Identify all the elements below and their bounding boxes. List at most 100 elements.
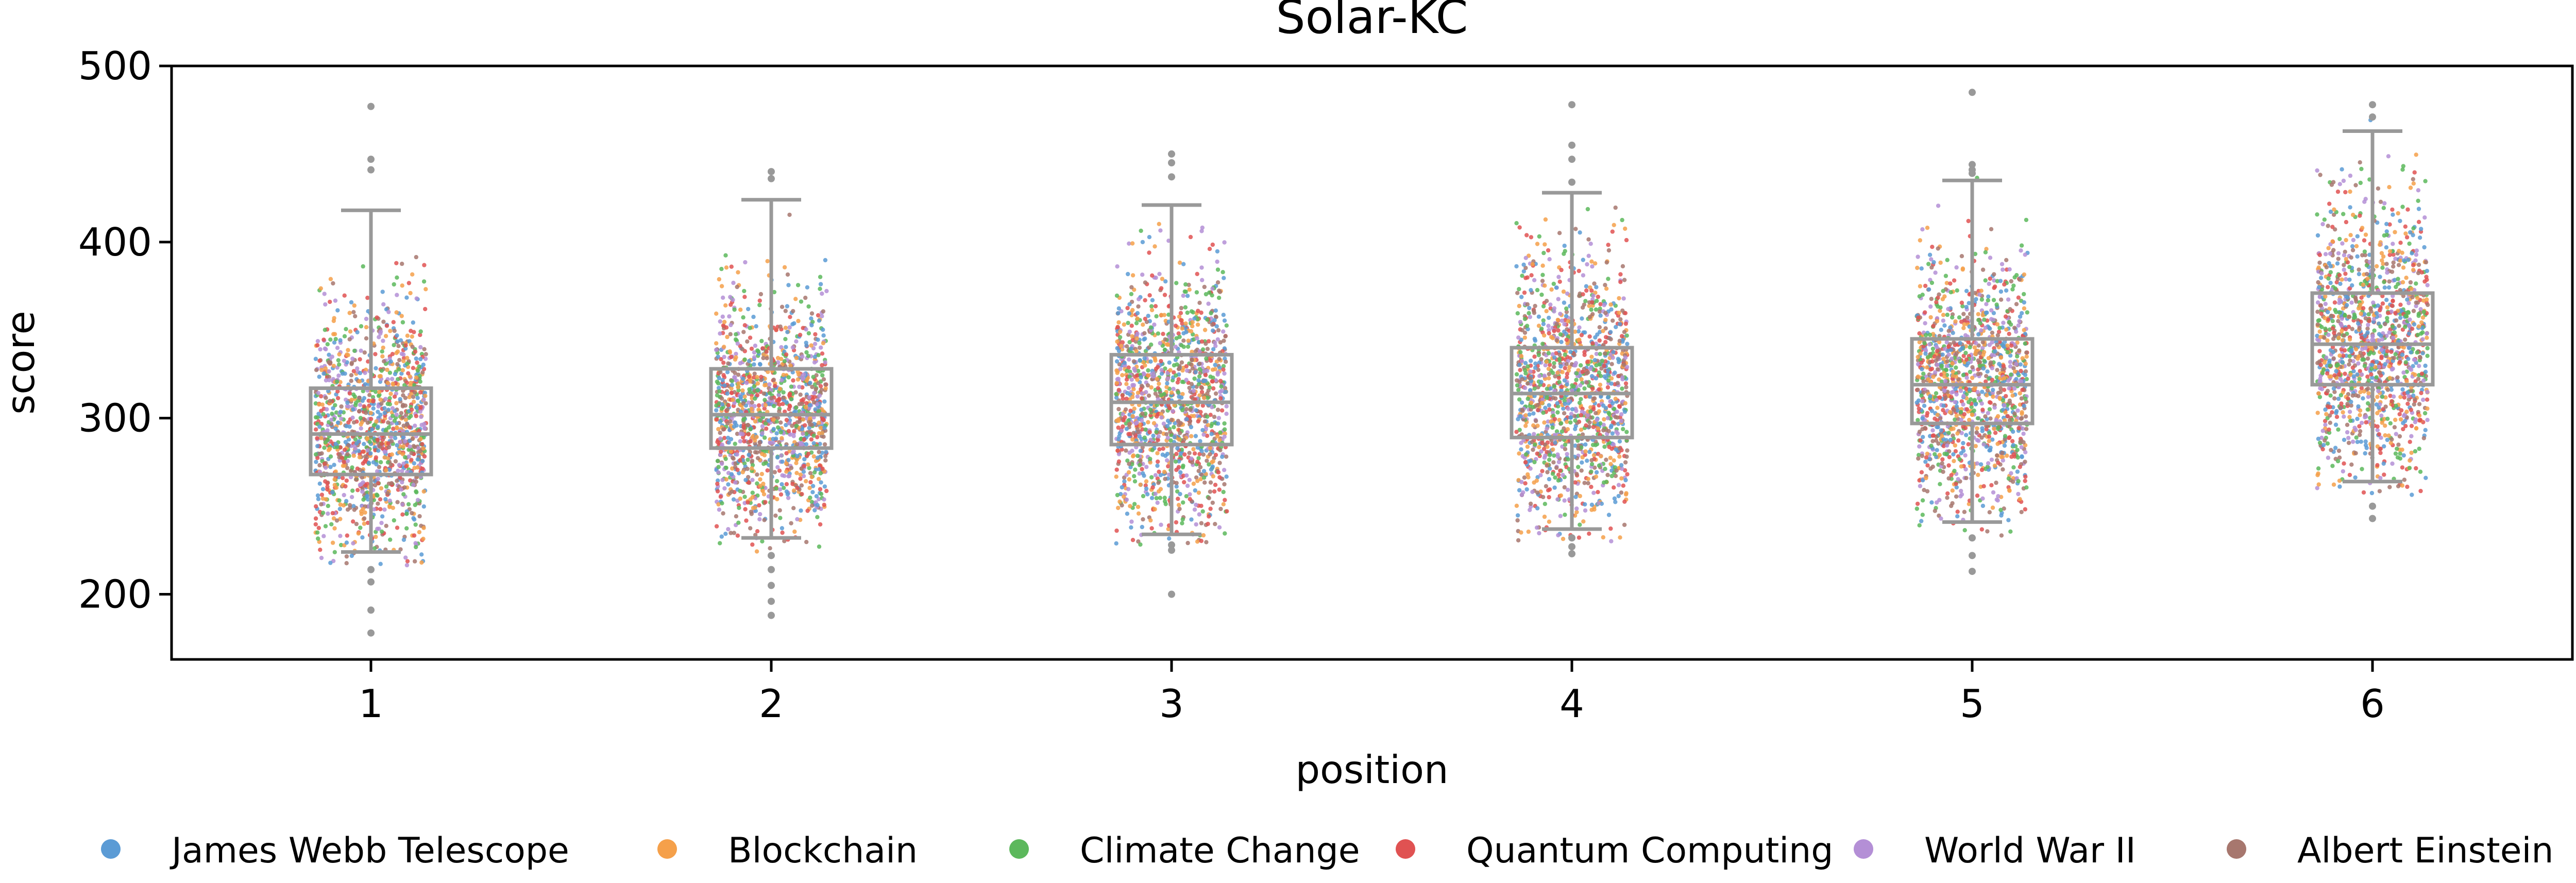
jitter-point [395,275,399,280]
jitter-point [1207,290,1212,295]
jitter-point [821,327,825,332]
jitter-point [1213,391,1218,396]
jitter-point [821,434,826,439]
jitter-point [809,474,814,480]
jitter-point [362,441,366,446]
jitter-point [332,526,337,531]
jitter-point [313,516,318,521]
jitter-point [714,341,719,346]
jitter-point [1194,290,1199,295]
jitter-point [778,492,784,497]
jitter-point [1114,467,1119,472]
jitter-point [1183,282,1188,287]
jitter-point [320,487,326,491]
jitter-point [792,429,796,433]
jitter-point [755,388,760,393]
jitter-point [401,537,406,542]
jitter-point [802,464,806,468]
jitter-point [383,397,388,401]
jitter-point [345,507,350,512]
jitter-point [1183,305,1188,310]
jitter-point [1224,454,1229,459]
jitter-point [1546,366,1551,371]
jitter-point [317,375,321,379]
jitter-point [1604,260,1609,265]
jitter-point [1126,320,1130,326]
jitter-point [1528,369,1533,374]
jitter-point [1123,407,1128,412]
jitter-point [347,391,352,396]
jitter-point [809,500,814,504]
jitter-point [379,401,384,406]
jitter-point [330,412,334,416]
jitter-point [384,468,388,472]
jitter-point [387,467,392,472]
jitter-point [1135,453,1140,459]
jitter-point [362,350,367,355]
jitter-point [415,368,420,373]
jitter-point [1114,528,1119,533]
jitter-point [818,522,823,527]
jitter-point [1522,290,1527,295]
jitter-point [337,452,342,457]
jitter-point [1585,459,1589,463]
jitter-point [717,376,722,381]
jitter-point [719,396,724,401]
jitter-point [786,457,791,463]
jitter-point [1177,506,1182,512]
jitter-point [1155,451,1160,455]
jitter-point [387,498,392,503]
jitter-point [1615,410,1619,414]
jitter-point [1617,439,1622,444]
jitter-point [1587,450,1592,454]
jitter-point [803,295,808,300]
jitter-point [721,511,725,516]
jitter-point [809,437,814,442]
jitter-point [351,369,356,373]
jitter-point [804,405,808,410]
jitter-point [1196,378,1201,383]
jitter-point [1608,455,1613,460]
jitter-point [816,381,821,385]
jitter-point [747,375,752,379]
jitter-point [1192,316,1197,321]
jitter-point [321,534,326,538]
jitter-point [716,502,721,507]
jitter-point [392,394,397,399]
jitter-point [724,265,729,270]
jitter-point [721,323,726,328]
jitter-point [1609,362,1614,366]
jitter-point [320,402,325,407]
jitter-point [322,446,327,450]
jitter-point [1199,449,1204,453]
jitter-point [795,283,801,287]
jitter-point [378,460,383,465]
jitter-point [1189,517,1194,522]
jitter-point [1202,396,1207,400]
jitter-point [1173,421,1177,426]
jitter-point [1564,314,1569,318]
jitter-point [415,360,419,365]
jitter-point [324,396,328,400]
jitter-point [1172,435,1177,439]
jitter-point [791,309,795,314]
jitter-point [1577,535,1582,540]
jitter-point [817,318,822,323]
jitter-point [1217,475,1222,480]
jitter-point [752,371,757,376]
jitter-point [1555,410,1560,415]
jitter-point [789,397,794,401]
jitter-point [1215,249,1220,254]
jitter-point [1136,511,1141,516]
jitter-point [1573,227,1578,231]
jitter-point [332,483,337,487]
jitter-point [1211,459,1215,464]
jitter-point [1534,525,1539,530]
jitter-point [345,452,350,456]
jitter-point [1598,313,1603,318]
jitter-point [1546,351,1551,355]
jitter-point [1551,281,1556,286]
jitter-point [323,328,327,332]
jitter-point [1195,271,1199,276]
